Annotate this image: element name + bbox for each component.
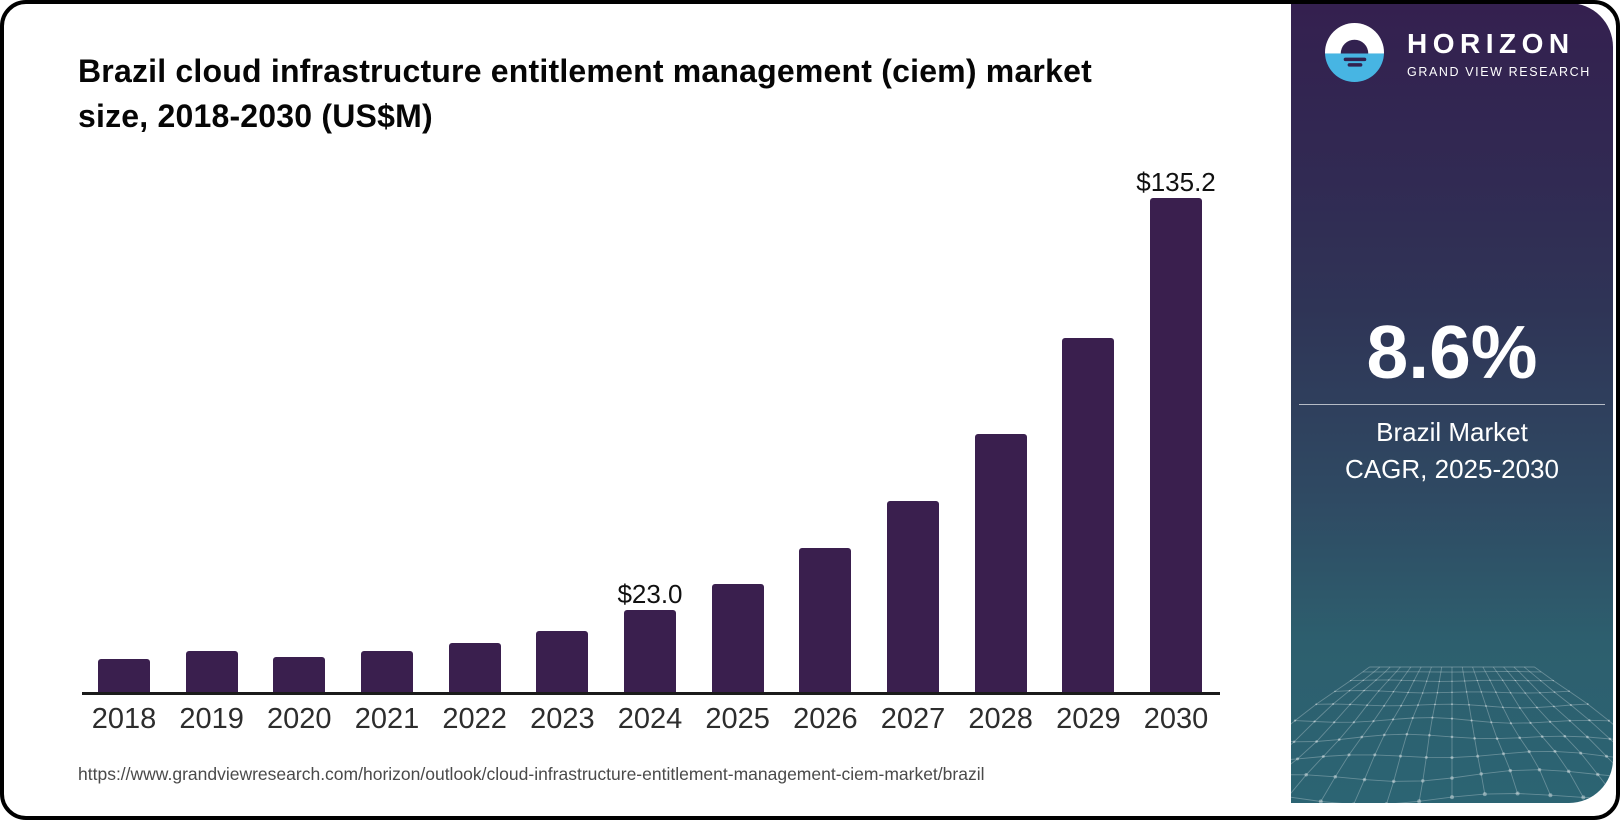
bar-2024 <box>624 609 676 694</box>
brand-subtitle: GRAND VIEW RESEARCH <box>1407 65 1591 79</box>
x-tick-label-2029: 2029 <box>1056 703 1121 735</box>
x-tick-label-2030: 2030 <box>1143 703 1209 735</box>
bar-2019 <box>185 650 238 694</box>
x-tick-label-2026: 2026 <box>793 703 858 735</box>
x-tick-label-2018: 2018 <box>91 703 157 735</box>
bar-chart: 2018 2019 2020 2021 2022 2023 2024 $23.0 2025 202… <box>82 167 1220 735</box>
bar-2020 <box>273 656 326 694</box>
x-tick-label-2028: 2028 <box>968 703 1033 735</box>
sidebar: HORIZON GRAND VIEW RESEARCH 8.6% Brazil … <box>1291 3 1613 803</box>
bar-2027 <box>887 500 939 694</box>
bar-2022 <box>448 642 501 694</box>
bar-2030 <box>1150 198 1202 694</box>
source-url: https://www.grandviewresearch.com/horizo… <box>78 764 985 784</box>
horizon-sun-icon <box>1325 23 1384 82</box>
x-tick-label-2025: 2025 <box>705 703 770 735</box>
x-tick-label-2019: 2019 <box>179 703 244 735</box>
bar-2025 <box>711 584 764 694</box>
data-label-2030: $135.2 <box>1136 167 1216 197</box>
bar-2018 <box>98 659 150 694</box>
bar-2029 <box>1062 338 1115 694</box>
stat-divider <box>1299 404 1605 405</box>
brand-logo: HORIZON GRAND VIEW RESEARCH <box>1291 3 1613 113</box>
x-tick-label-2020: 2020 <box>267 703 332 735</box>
x-tick-label-2022: 2022 <box>442 703 507 735</box>
bar-2026 <box>799 548 852 694</box>
brand-name: HORIZON <box>1407 28 1575 59</box>
chart-title: Brazil cloud infrastructure entitlement … <box>78 53 1092 135</box>
x-tick-label-2027: 2027 <box>880 703 946 735</box>
cagr-label: Brazil Market CAGR, 2025-2030 <box>1291 414 1613 488</box>
x-tick-label-2021: 2021 <box>354 703 420 735</box>
bar-2021 <box>361 651 413 694</box>
bar-2028 <box>974 433 1027 694</box>
wireframe-mesh-graphic <box>1291 666 1613 803</box>
cagr-label-line2: CAGR, 2025-2030 <box>1345 454 1559 484</box>
bar-2023 <box>536 630 589 694</box>
x-axis-line <box>82 692 1220 695</box>
cagr-value: 8.6% <box>1366 310 1538 394</box>
x-tick-label-2024: 2024 <box>617 703 683 735</box>
data-label-2024: $23.0 <box>617 578 683 609</box>
cagr-label-line1: Brazil Market <box>1376 417 1528 447</box>
x-tick-label-2023: 2023 <box>530 703 595 735</box>
